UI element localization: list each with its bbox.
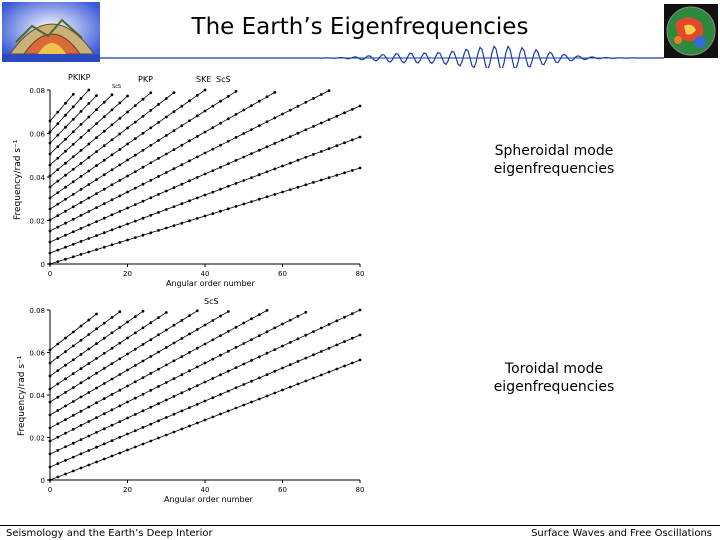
sph-mode-branch [49, 92, 175, 188]
earth-cutaway-logo [2, 2, 100, 62]
footer-course-title: Seismology and the Earth’s Deep Interior [6, 528, 213, 539]
tor-mode-branch [49, 359, 361, 481]
tor-mode-branch [49, 313, 97, 351]
annotation-scs-1: ScS [216, 75, 231, 84]
tor-mode-branch [49, 311, 229, 416]
annotation-scs-2: ScS [112, 84, 121, 90]
sph-mode-branch [49, 92, 275, 221]
tor-mode-branch [49, 310, 268, 429]
toroidal-caption-line2: eigenfrequencies [493, 379, 615, 395]
sph-mode-branch [49, 136, 361, 254]
toroidal-xlabel: Angular order number [164, 495, 253, 504]
tor-mode-branch [49, 310, 198, 403]
tor-mode-branch [49, 309, 361, 455]
tor-ytick-label: 0.08 [29, 307, 45, 315]
sph-xtick-label: 0 [48, 270, 52, 278]
sph-mode-point [327, 89, 331, 92]
spheroidal-caption: Spheroidal mode eigenfrequencies [474, 142, 634, 178]
tor-ytick-label: 0.02 [29, 435, 45, 443]
footer-divider [0, 525, 720, 526]
tor-mode-branch [49, 334, 361, 468]
tor-xtick-label: 0 [48, 486, 52, 494]
sph-mode-branch [49, 94, 113, 155]
tor-mode-branch [49, 311, 121, 364]
sph-mode-branch [49, 92, 152, 177]
sph-mode-branch [49, 94, 74, 122]
toroidal-caption: Toroidal mode eigenfrequencies [474, 360, 634, 396]
sph-xtick-label: 60 [278, 270, 287, 278]
sph-ytick-label: 0.02 [29, 218, 45, 226]
seismogram-trace [100, 45, 664, 68]
sph-xtick-label: 40 [201, 270, 210, 278]
footer-section-title: Surface Waves and Free Oscillations [531, 528, 712, 539]
spheroidal-ylabel: Frequency/rad s⁻¹ [13, 139, 23, 220]
spheroidal-caption-line1: Spheroidal mode [494, 143, 614, 159]
toroidal-ylabel: Frequency/rad s⁻¹ [17, 355, 27, 436]
sph-mode-branch [49, 95, 128, 166]
tor-ytick-label: 0 [41, 477, 45, 485]
sph-xtick-label: 80 [356, 270, 365, 278]
sph-mode-branch [49, 90, 330, 232]
sph-mode-branch [49, 89, 90, 133]
sph-ytick-label: 0.08 [29, 87, 45, 95]
sph-mode-branch [49, 105, 361, 243]
sph-mode-branch [49, 167, 361, 265]
slide-title: The Earth’s Eigenfrequencies [191, 14, 529, 40]
toroidal-caption-line1: Toroidal mode [504, 361, 604, 377]
sph-mode-point [48, 262, 52, 266]
tor-xtick-label: 60 [278, 486, 287, 494]
tor-ytick-label: 0.04 [29, 392, 45, 400]
spheroidal-xlabel: Angular order number [166, 279, 255, 288]
tor-mode-branch [49, 311, 306, 442]
tor-mode-point [48, 478, 52, 482]
sph-ytick-label: 0.04 [29, 174, 45, 182]
sph-ytick-label: 0.06 [29, 131, 45, 139]
tor-mode-branch [49, 312, 167, 390]
globe-tomography-logo [664, 4, 718, 58]
tor-xtick-label: 80 [356, 486, 365, 494]
tor-mode-branch [49, 310, 144, 377]
annotation-pkp: PKP [138, 75, 153, 84]
tor-mode-point [304, 310, 308, 314]
sph-mode-branch [49, 95, 97, 144]
sph-xtick-label: 20 [123, 270, 132, 278]
spheroidal-caption-line2: eigenfrequencies [493, 161, 615, 177]
spheroidal-mode-plot: Frequency/rad s⁻¹ Angular order number P… [6, 70, 374, 294]
sph-ytick-label: 0 [41, 261, 45, 269]
toroidal-mode-plot: Frequency/rad s⁻¹ Angular order number S… [6, 296, 374, 510]
tor-ytick-label: 0.06 [29, 350, 45, 358]
tor-xtick-label: 20 [123, 486, 132, 494]
tor-xtick-label: 40 [201, 486, 210, 494]
sph-mode-branch [49, 89, 206, 199]
annotation-ske: SKE [196, 75, 211, 84]
annotation-scs: ScS [204, 297, 219, 306]
sph-mode-branch [49, 91, 237, 210]
annotation-pkikp: PKIKP [68, 73, 91, 82]
